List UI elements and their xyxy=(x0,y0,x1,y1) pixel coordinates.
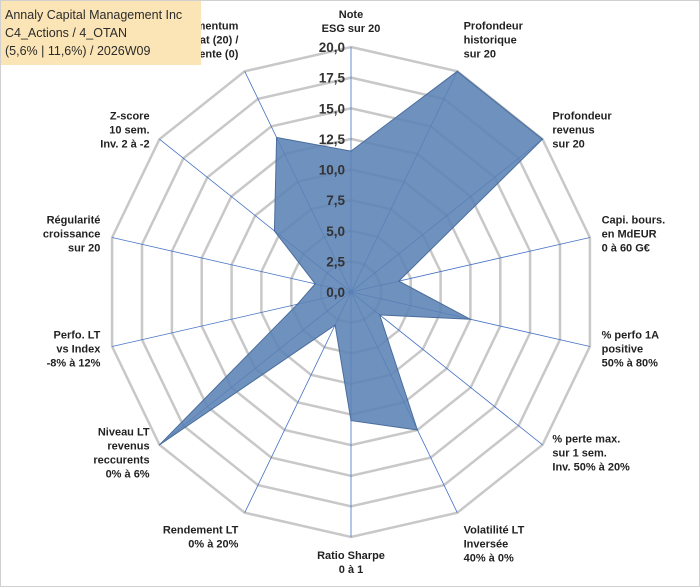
axis-label-13: Z-score 10 sem. Inv. 2 à -2 xyxy=(100,111,149,151)
axis-label-10: Niveau LT revenus reccurents 0% à 6% xyxy=(93,427,150,481)
data-point-8 xyxy=(350,420,352,422)
tick-label-3: 7,5 xyxy=(326,193,345,208)
data-point-4 xyxy=(398,280,400,282)
axis-label-6: % perte max. sur 1 sem. Inv. 50% à 20% xyxy=(552,434,630,474)
data-point-11 xyxy=(296,303,298,305)
tick-label-1: 2,5 xyxy=(326,254,345,269)
tick-label-8: 20,0 xyxy=(319,40,345,55)
axis-label-11: Perfo. LT vs Index -8% à 12% xyxy=(47,330,102,370)
data-point-9 xyxy=(334,324,336,326)
axis-label-5: % perfo 1A positive 50% à 80% xyxy=(602,330,660,370)
axis-label-8: Ratio Sharpe 0 à 1 xyxy=(317,550,385,576)
spoke-12 xyxy=(112,237,352,293)
tick-label-2: 5,0 xyxy=(326,224,345,239)
spoke-9 xyxy=(244,291,352,513)
data-point-10 xyxy=(158,444,161,446)
radial-tick-labels: 0,0 2,5 5,0 7,5 10,0 12,5 15,0 17,5 20,0 xyxy=(319,40,346,300)
chart-title-box: Annaly Capital Management Inc C4_Actions… xyxy=(1,1,201,65)
axis-label-4: Capi. bours. en MdEUR 0 à 60 G€ xyxy=(602,214,666,254)
tick-label-0: 0,0 xyxy=(326,285,345,300)
chart-subtitle-category: C4_Actions / 4_OTAN xyxy=(5,26,128,40)
radar-series xyxy=(158,70,544,446)
data-point-13 xyxy=(273,230,275,232)
data-point-2 xyxy=(456,70,458,72)
data-point-12 xyxy=(314,283,316,285)
data-point-1 xyxy=(350,150,352,152)
axis-label-1: Note ESG sur 20 xyxy=(322,9,381,35)
axis-label-2: Profondeur historique sur 20 xyxy=(464,20,524,60)
data-point-14 xyxy=(276,136,278,139)
spoke-6 xyxy=(350,291,543,446)
data-point-7 xyxy=(416,429,418,431)
axis-label-9: Rendement LT 0% à 20% xyxy=(163,525,239,551)
chart-subtitle-period: (5,6% | 11,6%) / 2026W09 xyxy=(5,44,151,58)
data-point-5 xyxy=(469,318,471,320)
tick-label-7: 17,5 xyxy=(319,71,346,86)
axis-label-7: Volatilité LT Inversée 40% à 0% xyxy=(464,525,525,565)
data-point-3 xyxy=(541,138,544,140)
tick-label-4: 10,0 xyxy=(319,163,345,178)
axis-labels: Note ESG sur 20 Profondeur historique sur 20… xyxy=(43,9,665,576)
tick-label-6: 15,0 xyxy=(319,101,345,116)
axis-label-12: Régularité croissance sur 20 xyxy=(43,214,100,254)
data-point-6 xyxy=(379,314,381,316)
axis-label-3: Profondeur revenus sur 20 xyxy=(552,111,612,151)
chart-title: Annaly Capital Management Inc xyxy=(5,8,183,22)
tick-label-5: 12,5 xyxy=(319,132,346,147)
